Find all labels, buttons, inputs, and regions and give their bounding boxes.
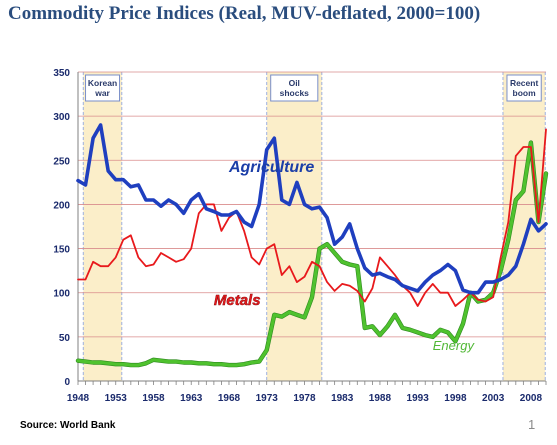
series-labels: Agriculture Metals Energy <box>214 159 476 353</box>
page-number: 1 <box>528 417 536 432</box>
source-note: Source: World Bank <box>20 420 116 431</box>
y-tick-label: 100 <box>53 289 70 300</box>
x-tick-label: 1993 <box>407 393 430 404</box>
chart-title: Commodity Price Indices (Real, MUV-defla… <box>8 3 481 24</box>
x-tick-label: 1953 <box>105 393 128 404</box>
y-tick-label: 250 <box>53 156 70 167</box>
x-tick-label: 2003 <box>482 393 505 404</box>
series-label-agriculture: Agriculture <box>228 159 314 176</box>
y-tick-label: 150 <box>53 245 70 256</box>
period-label-box <box>270 74 319 102</box>
y-tick-label: 50 <box>59 333 71 344</box>
y-tick-label: 300 <box>53 112 70 123</box>
x-tick-label: 1963 <box>180 393 203 404</box>
x-tick-label: 1983 <box>331 393 354 404</box>
y-tick-label: 0 <box>64 377 70 388</box>
x-tick-label: 1968 <box>218 393 241 404</box>
series-line-agriculture <box>76 123 548 295</box>
y-tick-label: 200 <box>53 200 70 211</box>
series-label-metals: Metals <box>214 292 261 309</box>
x-tick-label: 1958 <box>142 393 165 404</box>
series-line-energy <box>76 141 548 367</box>
x-tick-label: 1998 <box>444 393 467 404</box>
x-tick-label: 1948 <box>67 393 90 404</box>
series-label-energy: Energy <box>433 338 476 353</box>
period-label-oil-shocks: Oil shocks <box>280 78 310 98</box>
x-tick-label: 1978 <box>293 393 316 404</box>
shaded-periods: Korean war Oil shocks Recent boom <box>82 72 546 381</box>
series-lines <box>75 123 549 368</box>
period-label-box <box>85 74 121 102</box>
axes: 0 50 100 150 200 250 300 350 1948 1953 1958 1963 196… <box>53 68 547 404</box>
period-label-recent-boom: Recent boom <box>510 78 539 98</box>
period-band-korean-war <box>83 72 122 381</box>
x-tick-label: 2008 <box>520 393 543 404</box>
y-tick-label: 350 <box>53 68 70 79</box>
period-label-box <box>506 74 542 102</box>
x-tick-label: 1988 <box>369 393 392 404</box>
series-line-metals <box>77 128 547 307</box>
period-label-korean-war: Korean war <box>88 78 117 98</box>
period-band-oil-shocks <box>266 72 322 381</box>
x-tick-label: 1973 <box>256 393 279 404</box>
